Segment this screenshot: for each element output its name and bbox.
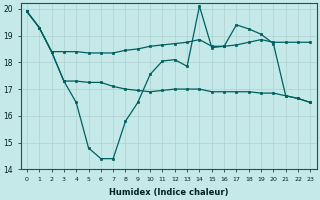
X-axis label: Humidex (Indice chaleur): Humidex (Indice chaleur) — [109, 188, 228, 197]
